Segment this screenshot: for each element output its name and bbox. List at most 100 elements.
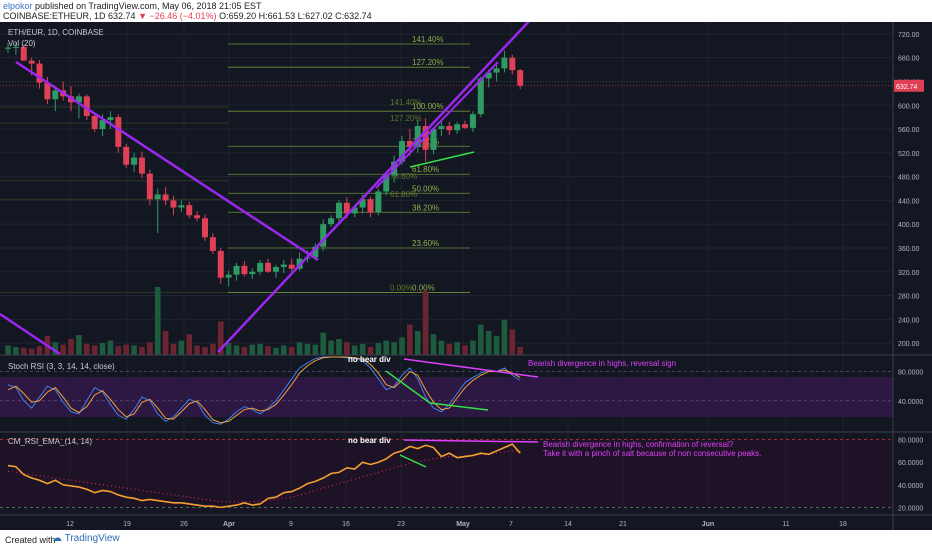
uptrend-line[interactable] (217, 22, 532, 353)
volume-bar (509, 329, 516, 355)
candle-body (225, 274, 232, 278)
symbol-text: COINBASE:ETHEUR, 1D 632.74 (3, 11, 136, 21)
candle-body (493, 68, 500, 73)
rsi-tick-label: 80.0000 (898, 438, 923, 445)
candle-body (36, 63, 43, 83)
fib-label-old: 127.20% (390, 114, 422, 123)
candle-body (12, 46, 19, 48)
author-link[interactable]: elpokor (3, 1, 33, 11)
axes: 720.00680.00640.00600.00560.00520.00480.… (0, 32, 924, 528)
volume-bar (422, 291, 429, 355)
candle-body (320, 224, 327, 247)
candle-body (115, 117, 122, 147)
support-line[interactable] (409, 151, 475, 168)
volume-bar (281, 345, 287, 355)
volume-bar (478, 324, 484, 355)
candle-body (438, 126, 445, 130)
candle-body (399, 140, 405, 162)
volume-bar (446, 343, 453, 355)
volume-bar (470, 340, 476, 355)
fib-label-old: 0.00% (390, 284, 413, 293)
volume-bar (147, 342, 153, 355)
candle-body (170, 200, 177, 208)
rsi-div-high[interactable] (403, 439, 539, 443)
volume-bar (517, 347, 523, 355)
rsi-annotation-note: Take it with a pinch of salt because of … (543, 449, 761, 458)
stoch-div-low-2[interactable] (429, 402, 489, 411)
divergence-lines (385, 358, 539, 468)
downtrend-line[interactable] (15, 60, 319, 262)
fib-label: 0.00% (412, 284, 435, 293)
candle-body (359, 199, 366, 208)
rsi-tick-label: 40.0000 (898, 483, 923, 490)
candle-body (91, 115, 98, 130)
rsi-annotation-no-div: no bear div (348, 436, 391, 445)
volume-bar (170, 343, 177, 355)
fib-label: 23.60% (412, 239, 439, 248)
time-tick-label: 12 (66, 521, 74, 528)
trendlines (0, 22, 532, 356)
price-tick-label: 560.00 (898, 127, 920, 134)
last-price-tag (894, 79, 924, 92)
candle-body (131, 157, 138, 165)
volume-bar (328, 340, 334, 355)
fib-label: 141.40% (412, 35, 444, 44)
fib-label: 100.00% (412, 102, 444, 111)
chart-canvas[interactable]: 141.40%127.20%100.00%78.60%61.80%50.00%3… (0, 22, 932, 530)
rsi-div-low[interactable] (399, 454, 427, 468)
tradingview-logo[interactable]: ☁ TradingView (52, 533, 120, 544)
stoch-band (0, 377, 893, 417)
rsi-tick-label: 20.0000 (898, 505, 923, 512)
volume-bar (52, 342, 59, 355)
volume-bar (367, 347, 374, 355)
stoch-k-line (7, 356, 521, 425)
volume-bar (249, 344, 256, 355)
candle-body (241, 265, 248, 275)
time-tick-label: 16 (342, 521, 350, 528)
downtrend-line-2[interactable] (0, 312, 61, 356)
price-tick-label: 320.00 (898, 270, 920, 277)
price-tick-label: 520.00 (898, 151, 920, 158)
volume-bar (241, 347, 248, 355)
price-tick-label: 240.00 (898, 317, 920, 324)
candle-body (217, 250, 224, 278)
volume-bar (391, 342, 397, 355)
candle-body (375, 191, 382, 213)
channel-line[interactable] (375, 61, 499, 189)
candle-body (194, 215, 201, 219)
candle-body (44, 82, 51, 100)
rsi-title: CM_RSI_EMA_(14, 14) (8, 437, 92, 446)
change-text: ▼ −26.46 (−4.01%) (138, 11, 217, 21)
fib-label: 38.20% (412, 203, 439, 212)
volume-bar (178, 340, 185, 355)
candle-body (75, 96, 82, 103)
volume-bar (68, 339, 74, 355)
candle-body (288, 264, 295, 269)
time-tick-label: 19 (123, 521, 131, 528)
footer: Created with ☁ TradingView (0, 530, 932, 550)
volume-bar (194, 345, 200, 355)
candle-body (249, 271, 256, 275)
time-tick-label: 26 (180, 521, 188, 528)
volume-bar (383, 340, 390, 355)
candle-body (162, 194, 169, 201)
stoch-div-low-1[interactable] (385, 370, 431, 404)
candle-body (462, 124, 469, 128)
volume-bar (99, 343, 106, 355)
stoch-tick-label: 40.0000 (898, 399, 923, 406)
rsi-annotation-div: Bearish divergence in highs, confirmatio… (543, 440, 734, 449)
stoch-div-high[interactable] (403, 358, 539, 378)
candle-body (406, 140, 413, 147)
candle-body (233, 265, 240, 275)
chart-labels: ETH/EUR, 1D, COINBASE Vol (20) Stoch RSI… (8, 28, 761, 458)
volume-bar (131, 345, 137, 355)
volume-bar (20, 347, 27, 355)
volume-bar (344, 342, 350, 355)
volume-bar (107, 340, 114, 355)
candle-body (517, 70, 524, 86)
volume-bar (84, 343, 90, 355)
candle-body (454, 124, 461, 131)
candle-body (257, 262, 264, 272)
volume-bar (91, 345, 98, 355)
volume-bar (202, 347, 208, 355)
